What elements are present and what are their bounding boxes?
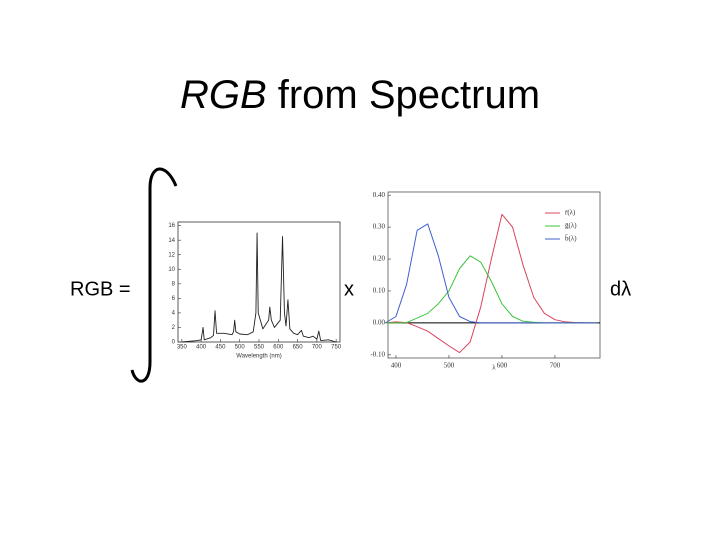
x-tick-label: 750 — [331, 345, 342, 351]
y-tick-label: 0.40 — [373, 191, 386, 199]
legend-label: r̄(λ) — [565, 209, 577, 217]
x-tick-label: 650 — [293, 345, 304, 351]
series-line — [181, 232, 337, 343]
title-rest: from Spectrum — [278, 73, 540, 117]
slide-title: RGB from Spectrum — [180, 73, 540, 117]
series-line — [385, 213, 598, 354]
y-tick-label: 0 — [172, 340, 176, 346]
x-tick-label: 500 — [444, 362, 455, 370]
x-tick-label: 350 — [177, 345, 188, 351]
x-tick-label: 450 — [215, 345, 226, 351]
x-tick-label: 600 — [497, 362, 508, 370]
equation-lhs: RGB = — [70, 278, 131, 300]
y-tick-label: 4 — [172, 310, 176, 316]
series-line — [385, 223, 598, 324]
y-tick-label: 6 — [172, 296, 176, 302]
integral-sign — [130, 167, 178, 383]
x-tick-label: 400 — [391, 362, 402, 370]
y-tick-label: 14 — [168, 238, 175, 244]
y-tick-label: 0.00 — [373, 318, 386, 326]
y-tick-label: 0.10 — [373, 287, 386, 295]
x-axis-label: Wavelength (nm) — [236, 354, 281, 360]
chart2-frame — [387, 191, 601, 359]
x-tick-label: 400 — [196, 345, 207, 351]
x-tick-label: 550 — [254, 345, 265, 351]
legend-label: b̄(λ) — [565, 235, 578, 243]
x-tick-label: 700 — [550, 362, 561, 370]
y-tick-label: 12 — [168, 252, 175, 258]
legend-label: ḡ(λ) — [565, 222, 577, 230]
chart1-frame — [177, 221, 341, 343]
title-italic: RGB — [180, 73, 267, 117]
y-tick-label: 0.20 — [373, 255, 386, 263]
y-tick-label: -0.10 — [370, 350, 385, 358]
y-tick-label: 8 — [172, 281, 176, 287]
x-tick-label: 500 — [235, 345, 246, 351]
x-tick-label: 700 — [312, 345, 323, 351]
x-tick-label: 600 — [273, 345, 284, 351]
x-axis-label: λ — [492, 364, 496, 372]
differential: dλ — [610, 278, 631, 300]
y-tick-label: 16 — [168, 223, 175, 229]
y-tick-label: 10 — [168, 267, 175, 273]
y-tick-label: 0.30 — [373, 223, 386, 231]
times-sign: x — [344, 278, 354, 300]
y-tick-label: 2 — [172, 325, 176, 331]
series-line — [385, 255, 598, 324]
